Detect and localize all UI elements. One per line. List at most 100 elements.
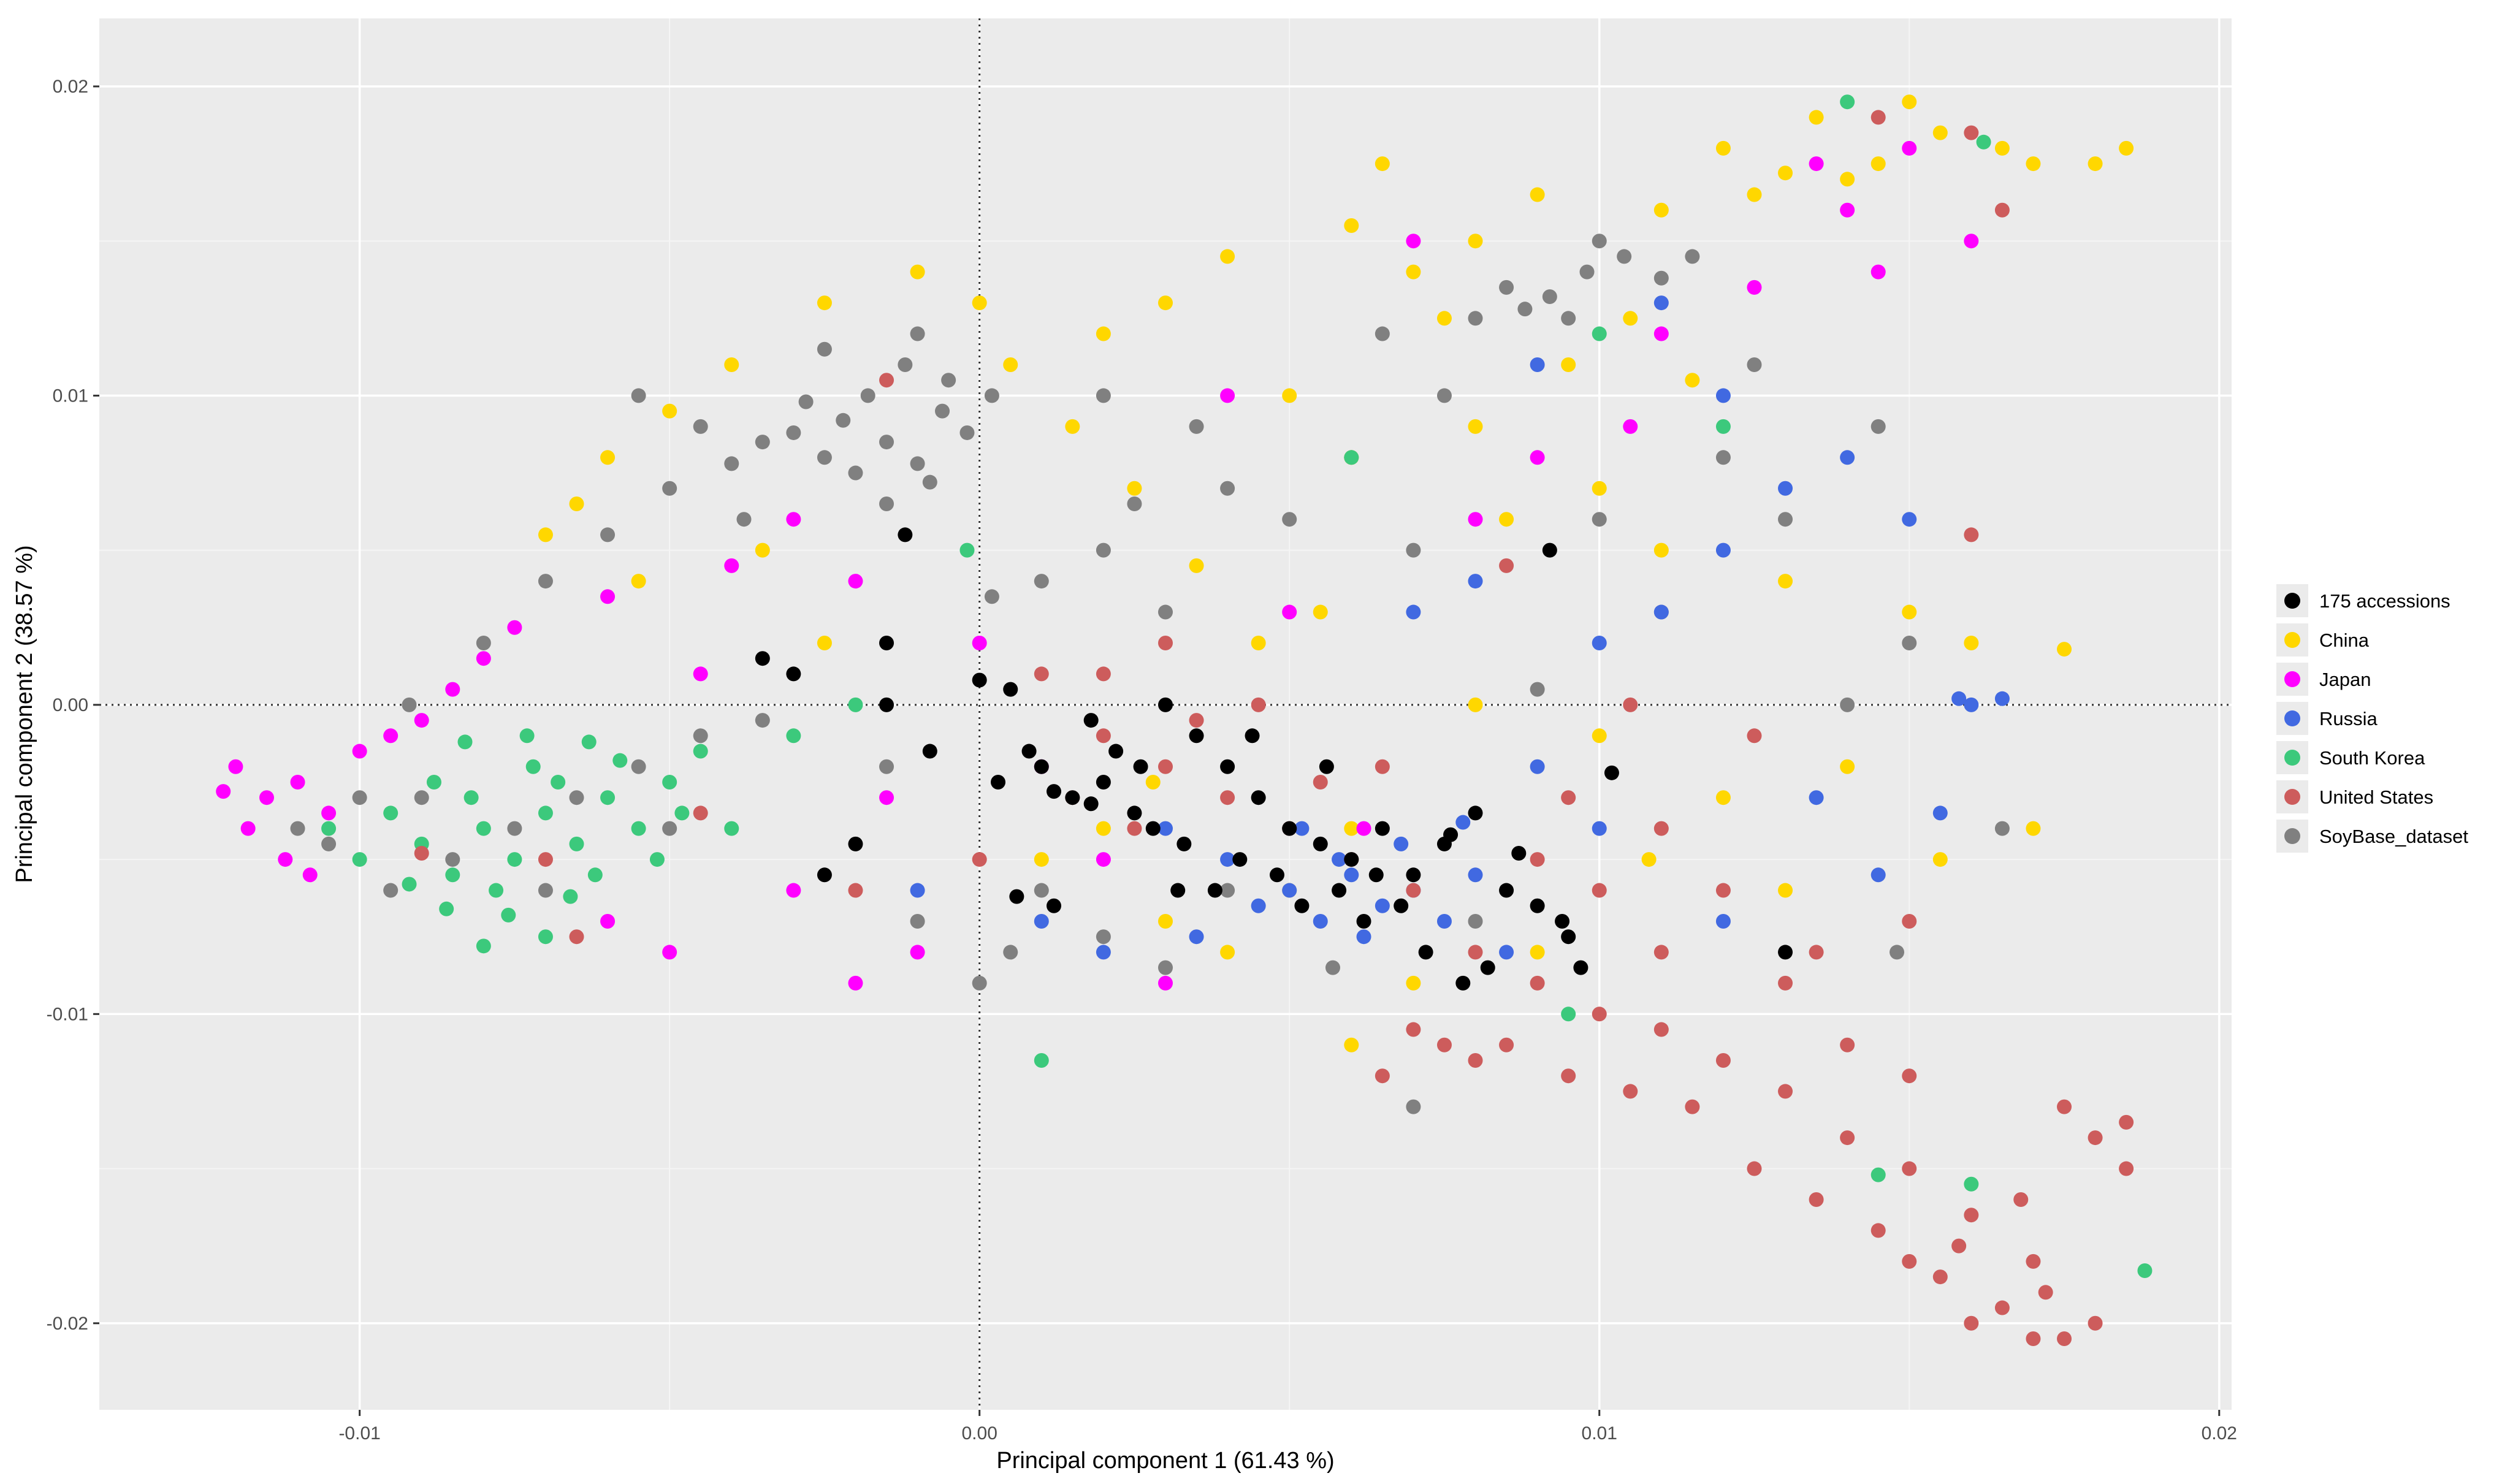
- data-point: [1313, 836, 1328, 851]
- data-point: [1840, 697, 1855, 712]
- data-point: [1561, 357, 1576, 372]
- data-point: [910, 913, 925, 929]
- data-point: [959, 542, 975, 558]
- data-point: [1282, 512, 1297, 527]
- data-point: [1778, 975, 1793, 991]
- data-point: [848, 975, 863, 991]
- data-point: [2088, 156, 2103, 172]
- data-point: [1406, 883, 1421, 898]
- data-point: [1455, 975, 1471, 991]
- data-point: [860, 388, 875, 403]
- legend-item: Japan: [2276, 663, 2371, 696]
- legend-item: SoyBase_dataset: [2276, 820, 2468, 853]
- data-point: [1065, 790, 1080, 805]
- data-point: [1870, 110, 1886, 125]
- data-point: [879, 373, 894, 388]
- data-point: [600, 450, 616, 465]
- data-point: [1902, 1254, 1917, 1269]
- data-point: [290, 774, 305, 790]
- data-point: [631, 821, 646, 836]
- data-point: [1499, 945, 1514, 960]
- data-point: [1555, 913, 1570, 929]
- data-point: [922, 744, 937, 759]
- data-point: [1623, 311, 1638, 326]
- x-tick-label: 0.01: [1582, 1423, 1617, 1444]
- data-point: [631, 388, 646, 403]
- data-point: [1158, 821, 1173, 836]
- data-point: [445, 852, 460, 867]
- data-point: [1994, 821, 2010, 836]
- data-point: [1245, 728, 1260, 744]
- data-point: [538, 527, 553, 542]
- data-point: [2137, 1263, 2153, 1278]
- data-point: [1096, 774, 1111, 790]
- legend: 175 accessions China Japan Russia South Kore…: [2271, 579, 2487, 868]
- data-point: [1809, 156, 1824, 172]
- data-point: [569, 496, 584, 511]
- data-point: [1592, 326, 1607, 341]
- data-point: [1034, 883, 1049, 898]
- data-point: [1951, 691, 1967, 706]
- data-point: [1158, 697, 1173, 712]
- data-point: [941, 373, 956, 388]
- data-point: [1344, 1037, 1359, 1052]
- data-point: [972, 975, 987, 991]
- data-point: [1499, 558, 1514, 573]
- data-point: [1604, 765, 1619, 780]
- legend-label: SoyBase_dataset: [2319, 826, 2468, 847]
- data-point: [1994, 691, 2010, 706]
- data-point: [1406, 264, 1421, 280]
- legend-item: Russia: [2276, 702, 2378, 735]
- data-point: [724, 558, 739, 573]
- data-point: [879, 496, 894, 511]
- data-point: [1220, 852, 1235, 867]
- data-point: [879, 759, 894, 774]
- data-point: [1976, 134, 1991, 150]
- data-point: [2119, 1114, 2134, 1130]
- data-point: [724, 456, 739, 471]
- data-point: [1096, 388, 1111, 403]
- data-point: [1542, 542, 1557, 558]
- data-point: [1561, 311, 1576, 326]
- data-point: [693, 666, 708, 682]
- data-point: [1964, 1315, 1979, 1331]
- data-point: [1034, 913, 1049, 929]
- data-point: [1468, 945, 1483, 960]
- data-point: [1127, 496, 1142, 511]
- data-point: [587, 867, 603, 883]
- data-point: [1511, 846, 1527, 861]
- data-point: [525, 759, 541, 774]
- data-point: [1406, 234, 1421, 249]
- data-point: [1623, 419, 1638, 434]
- legend-key-marker: [2284, 750, 2300, 766]
- data-point: [1251, 635, 1266, 650]
- data-point: [1356, 929, 1371, 945]
- data-point: [1809, 1192, 1824, 1207]
- data-point: [991, 774, 1006, 790]
- series-south-korea: [321, 94, 2153, 1278]
- legend-item: United States: [2276, 780, 2433, 813]
- data-point: [1034, 852, 1049, 867]
- data-point: [1468, 867, 1483, 883]
- data-point: [1145, 774, 1161, 790]
- data-point: [1406, 867, 1421, 883]
- data-point: [1083, 796, 1099, 812]
- data-point: [489, 883, 504, 898]
- data-point: [1530, 187, 1545, 202]
- data-point: [1902, 94, 1917, 110]
- data-point: [1592, 512, 1607, 527]
- data-point: [1344, 852, 1359, 867]
- data-point: [1840, 1130, 1855, 1146]
- data-point: [1715, 419, 1731, 434]
- data-point: [1468, 913, 1483, 929]
- data-point: [612, 753, 628, 768]
- data-point: [910, 326, 925, 341]
- y-tick-label: 0.00: [53, 695, 88, 715]
- data-point: [1902, 913, 1917, 929]
- data-point: [402, 877, 417, 892]
- data-point: [1778, 945, 1793, 960]
- data-point: [383, 883, 399, 898]
- data-point: [1375, 759, 1390, 774]
- legend-key-marker: [2284, 828, 2300, 844]
- data-point: [445, 682, 460, 697]
